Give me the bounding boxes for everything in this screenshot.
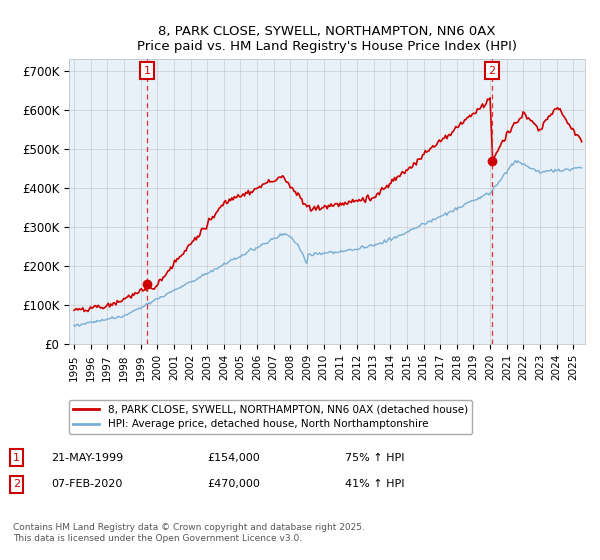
Legend: 8, PARK CLOSE, SYWELL, NORTHAMPTON, NN6 0AX (detached house), HPI: Average price: 8, PARK CLOSE, SYWELL, NORTHAMPTON, NN6 … (69, 400, 472, 433)
Text: Contains HM Land Registry data © Crown copyright and database right 2025.
This d: Contains HM Land Registry data © Crown c… (13, 524, 365, 543)
Text: 07-FEB-2020: 07-FEB-2020 (51, 479, 122, 489)
Text: 2: 2 (13, 479, 20, 489)
Text: £470,000: £470,000 (207, 479, 260, 489)
Text: 1: 1 (143, 66, 151, 76)
Text: 41% ↑ HPI: 41% ↑ HPI (345, 479, 404, 489)
Title: 8, PARK CLOSE, SYWELL, NORTHAMPTON, NN6 0AX
Price paid vs. HM Land Registry's Ho: 8, PARK CLOSE, SYWELL, NORTHAMPTON, NN6 … (137, 25, 517, 53)
Text: 75% ↑ HPI: 75% ↑ HPI (345, 452, 404, 463)
Text: 21-MAY-1999: 21-MAY-1999 (51, 452, 123, 463)
Text: 1: 1 (13, 452, 20, 463)
Text: £154,000: £154,000 (207, 452, 260, 463)
Text: 2: 2 (488, 66, 495, 76)
